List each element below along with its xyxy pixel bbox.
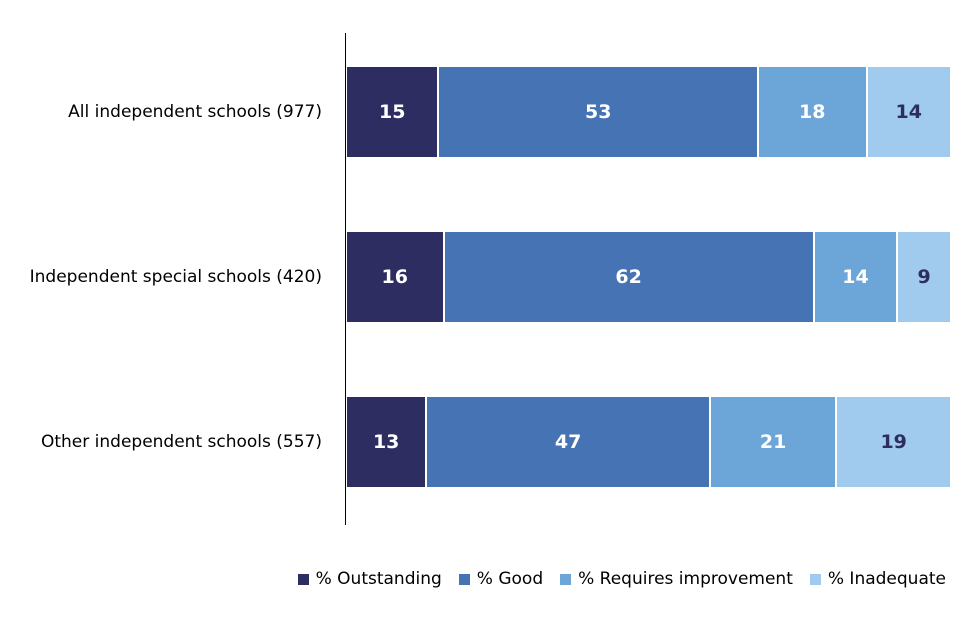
legend-item: % Outstanding [297, 569, 442, 589]
bar-segment: 19 [835, 397, 950, 487]
chart-row: All independent schools (977) 15 53 18 14 [0, 67, 960, 157]
bar-segment: 13 [347, 397, 426, 487]
chart-row: Other independent schools (557) 13 47 21 19 [0, 397, 960, 487]
bar-segment: 14 [812, 232, 897, 322]
category-label: Other independent schools (557) [40, 431, 322, 452]
legend-swatch-icon [297, 573, 309, 585]
legend-item: % Requires improvement [560, 569, 793, 589]
bar-segment: 14 [865, 67, 950, 157]
y-axis-line [345, 33, 346, 525]
legend-label: % Outstanding [315, 569, 442, 589]
category-label: Independent special schools (420) [29, 266, 322, 287]
legend-swatch-icon [458, 573, 470, 585]
legend-item: % Good [458, 569, 544, 589]
legend-label: % Good [476, 569, 544, 589]
bar-segment: 21 [708, 397, 836, 487]
chart-legend: % Outstanding % Good % Requires improvemen… [0, 565, 946, 593]
stacked-bar: 15 53 18 14 [347, 67, 950, 157]
stacked-bar: 16 62 14 9 [347, 232, 951, 322]
bar-segment: 9 [896, 232, 951, 322]
bar-segment: 15 [347, 67, 438, 157]
chart-row: Independent special schools (420) 16 62 14 9 [0, 232, 960, 322]
bar-segment: 62 [442, 232, 813, 322]
bar-segment: 16 [347, 232, 443, 322]
legend-item: % Inadequate [809, 569, 946, 589]
bar-segment: 18 [757, 67, 866, 157]
category-label: All independent schools (977) [68, 101, 322, 122]
legend-swatch-icon [560, 573, 572, 585]
legend-swatch-icon [809, 573, 821, 585]
bar-segment: 47 [425, 397, 709, 487]
bar-segment: 53 [437, 67, 758, 157]
stacked-bar: 13 47 21 19 [347, 397, 950, 487]
legend-label: % Inadequate [827, 569, 946, 589]
legend-label: % Requires improvement [578, 569, 793, 589]
